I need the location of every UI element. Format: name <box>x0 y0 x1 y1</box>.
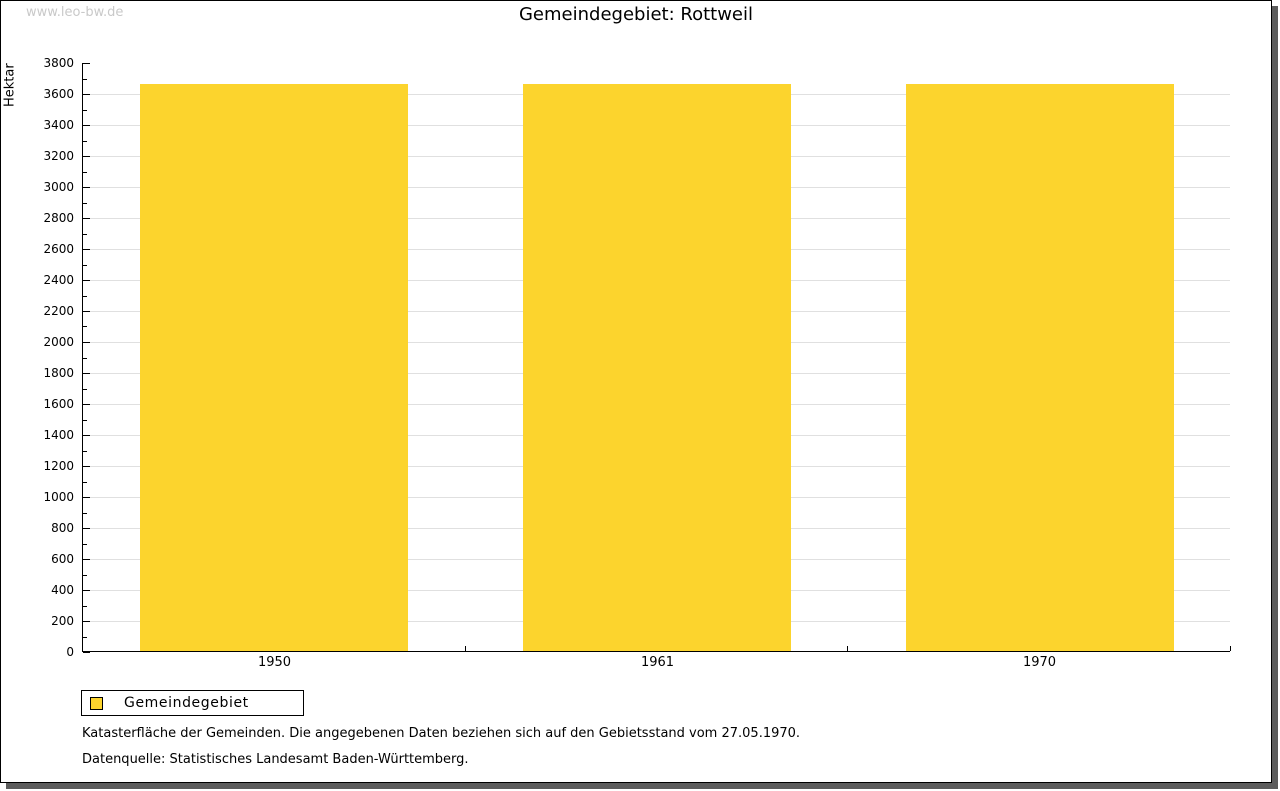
y-tick-label: 2200 <box>43 304 74 318</box>
y-tick <box>83 94 90 95</box>
y-tick-label: 2800 <box>43 211 74 225</box>
y-tick <box>83 63 90 64</box>
y-tick <box>83 528 90 529</box>
y-tick-label: 800 <box>51 521 74 535</box>
y-minor-tick <box>83 544 87 545</box>
bar <box>140 84 408 651</box>
y-tick-label: 600 <box>51 552 74 566</box>
y-tick-label: 3400 <box>43 118 74 132</box>
y-tick-label: 400 <box>51 583 74 597</box>
y-minor-tick <box>83 79 87 80</box>
y-tick <box>83 342 90 343</box>
y-tick-label: 0 <box>66 645 74 659</box>
y-minor-tick <box>83 296 87 297</box>
y-minor-tick <box>83 110 87 111</box>
y-tick-label: 1400 <box>43 428 74 442</box>
y-tick-label: 2400 <box>43 273 74 287</box>
y-tick <box>83 590 90 591</box>
watermark: www.leo-bw.de <box>26 5 124 20</box>
x-category-label: 1961 <box>640 655 675 670</box>
y-tick <box>83 652 90 653</box>
chart-title: Gemeindegebiet: Rottweil <box>518 4 753 25</box>
note-description: Katasterfläche der Gemeinden. Die angege… <box>82 726 801 741</box>
legend-label: Gemeindegebiet <box>124 695 249 711</box>
y-minor-tick <box>83 265 87 266</box>
y-minor-tick <box>83 234 87 235</box>
y-tick <box>83 249 90 250</box>
y-tick-label: 3800 <box>43 56 74 70</box>
y-tick <box>83 280 90 281</box>
y-tick-label: 3000 <box>43 180 74 194</box>
y-minor-tick <box>83 513 87 514</box>
y-tick <box>83 218 90 219</box>
x-tick <box>1230 646 1231 651</box>
y-tick-label: 3200 <box>43 149 74 163</box>
y-minor-tick <box>83 637 87 638</box>
y-tick <box>83 125 90 126</box>
x-category-label: 1970 <box>1022 655 1057 670</box>
y-tick-label: 1200 <box>43 459 74 473</box>
x-category-label: 1950 <box>257 655 292 670</box>
y-tick-label: 200 <box>51 614 74 628</box>
y-minor-tick <box>83 451 87 452</box>
y-tick-label: 1600 <box>43 397 74 411</box>
x-tick <box>847 646 848 651</box>
y-tick <box>83 435 90 436</box>
legend: Gemeindegebiet <box>81 690 304 716</box>
y-tick-label: 1800 <box>43 366 74 380</box>
y-minor-tick <box>83 141 87 142</box>
y-minor-tick <box>83 203 87 204</box>
y-tick <box>83 311 90 312</box>
note-datasource: Datenquelle: Statistisches Landesamt Bad… <box>82 752 469 767</box>
y-tick <box>83 559 90 560</box>
y-minor-tick <box>83 358 87 359</box>
x-tick <box>465 646 466 651</box>
y-tick <box>83 187 90 188</box>
y-minor-tick <box>83 172 87 173</box>
y-tick-label: 2600 <box>43 242 74 256</box>
y-tick <box>83 497 90 498</box>
y-minor-tick <box>83 420 87 421</box>
plot-area: 0 200 400 600 800 1000 1200 1400 1600 1800 2000 220… <box>43 56 1231 670</box>
y-tick <box>83 373 90 374</box>
y-tick-label: 1000 <box>43 490 74 504</box>
y-tick <box>83 621 90 622</box>
y-minor-tick <box>83 482 87 483</box>
y-tick-label: 3600 <box>43 87 74 101</box>
y-minor-tick <box>83 389 87 390</box>
bar <box>906 84 1174 651</box>
y-tick <box>83 156 90 157</box>
y-tick-label: 2000 <box>43 335 74 349</box>
y-tick <box>83 404 90 405</box>
bar <box>523 84 791 651</box>
y-minor-tick <box>83 606 87 607</box>
legend-swatch-icon <box>90 696 103 710</box>
y-minor-tick <box>83 326 87 327</box>
y-minor-tick <box>83 575 87 576</box>
y-tick <box>83 466 90 467</box>
